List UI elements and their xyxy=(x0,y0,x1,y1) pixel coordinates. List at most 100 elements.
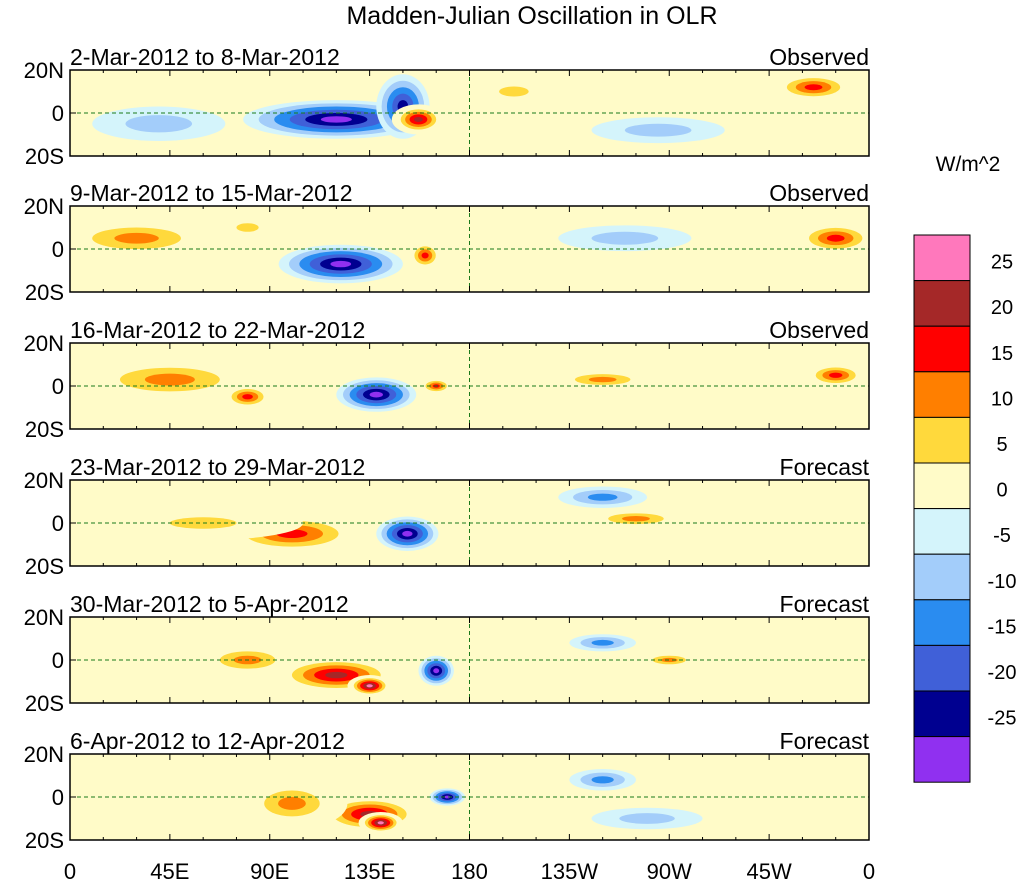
olr-anomaly-contour xyxy=(236,223,259,232)
colorbar-swatch xyxy=(913,644,971,692)
colorbar-swatch xyxy=(913,416,971,464)
colorbar-tick-label: -10 xyxy=(988,571,1017,593)
panel-kind-label: Observed xyxy=(769,44,869,70)
olr-anomaly-contour xyxy=(826,234,845,242)
colorbar-swatch xyxy=(913,280,971,327)
colorbar-swatch xyxy=(913,508,971,555)
x-tick-label: 135E xyxy=(344,859,395,884)
colorbar-tick-label: 5 xyxy=(996,434,1007,456)
panel-kind-label: Observed xyxy=(769,180,869,206)
colorbar-swatch xyxy=(913,690,971,738)
x-tick-label: 45W xyxy=(747,859,792,884)
olr-anomaly-contour xyxy=(278,797,306,810)
olr-anomaly-contour xyxy=(829,372,843,378)
olr-anomaly-contour xyxy=(591,231,659,245)
olr-anomaly-contour xyxy=(444,795,451,799)
olr-anomaly-contour xyxy=(414,116,423,122)
colorbar-tick-label: 20 xyxy=(991,297,1013,319)
colorbar-tick-label: -5 xyxy=(993,525,1011,547)
olr-anomaly-contour xyxy=(114,232,159,244)
y-tick-label: 20S xyxy=(25,828,64,853)
olr-anomaly-contour xyxy=(622,516,650,522)
panel-period-label: 16-Mar-2012 to 22-Mar-2012 xyxy=(70,317,365,343)
y-tick-label: 20N xyxy=(24,605,64,630)
y-tick-label: 20S xyxy=(25,280,64,305)
olr-anomaly-contour xyxy=(588,376,617,383)
panel-6: 20N 0 20S 6-Apr-2012 to 12-Apr-2012 Forecast xyxy=(24,728,870,853)
colorbar-swatch xyxy=(913,736,971,783)
colorbar-units-label: W/m^2 xyxy=(936,153,1001,176)
olr-anomaly-contour xyxy=(320,116,352,123)
olr-anomaly-contour xyxy=(366,684,373,688)
colorbar-swatch xyxy=(913,553,971,601)
y-tick-label: 20S xyxy=(25,554,64,579)
panel-2: 20N 0 20S 9-Mar-2012 to 15-Mar-2012 Observed xyxy=(24,180,870,305)
olr-anomaly-contour xyxy=(377,821,384,825)
panel-period-label: 30-Mar-2012 to 5-Apr-2012 xyxy=(70,591,349,617)
panel-1: 20N 0 20S 2-Mar-2012 to 8-Mar-2012 Observed xyxy=(24,44,870,169)
olr-anomaly-contour xyxy=(242,394,253,400)
panel-kind-label: Forecast xyxy=(780,454,870,480)
colorbar-tick-label: 0 xyxy=(996,480,1007,502)
colorbar-tick-label: -20 xyxy=(988,662,1017,684)
olr-anomaly-contour xyxy=(325,671,348,679)
y-tick-label: 20S xyxy=(25,144,64,169)
y-tick-label: 20N xyxy=(24,468,64,493)
y-tick-label: 20S xyxy=(25,417,64,442)
colorbar-swatch xyxy=(913,599,971,646)
colorbar-swatch xyxy=(913,371,971,418)
olr-anomaly-contour xyxy=(591,776,614,784)
panel-4: 20N 0 20S 23-Mar-2012 to 29-Mar-2012 Forecas… xyxy=(24,454,870,579)
olr-anomaly-contour xyxy=(660,657,678,663)
olr-anomaly-contour xyxy=(624,123,692,137)
colorbar-tick-label: 15 xyxy=(991,343,1013,365)
y-tick-label: 0 xyxy=(52,511,64,536)
panel-3: 20N 0 20S 16-Mar-2012 to 22-Mar-2012 Observe… xyxy=(24,317,870,442)
y-tick-label: 20N xyxy=(24,194,64,219)
colorbar-tick-label: 25 xyxy=(991,252,1013,274)
colorbar-tick-label: -25 xyxy=(988,708,1017,730)
x-tick-label: 0 xyxy=(64,859,76,884)
olr-anomaly-contour xyxy=(330,260,352,268)
olr-anomaly-contour xyxy=(587,493,618,501)
y-tick-label: 20N xyxy=(24,331,64,356)
colorbar-swatch xyxy=(913,325,971,373)
olr-anomaly-contour xyxy=(619,813,675,824)
x-tick-label: 90W xyxy=(647,859,692,884)
x-tick-label: 135W xyxy=(541,859,599,884)
olr-anomaly-contour xyxy=(144,373,195,386)
panel-period-label: 23-Mar-2012 to 29-Mar-2012 xyxy=(70,454,365,480)
y-tick-label: 20N xyxy=(24,58,64,83)
olr-anomaly-contour xyxy=(369,391,383,398)
panel-5: 20N 0 20S 30-Mar-2012 to 5-Apr-2012 Forecast xyxy=(24,591,870,716)
y-tick-label: 0 xyxy=(52,785,64,810)
x-tick-label: 45E xyxy=(150,859,189,884)
x-tick-label: 90E xyxy=(250,859,289,884)
olr-anomaly-contour xyxy=(499,86,529,97)
y-tick-label: 20S xyxy=(25,691,64,716)
olr-anomaly-contour xyxy=(804,84,823,91)
panel-period-label: 9-Mar-2012 to 15-Mar-2012 xyxy=(70,180,353,206)
x-tick-label: 0 xyxy=(863,859,875,884)
panel-kind-label: Forecast xyxy=(780,728,870,754)
colorbar-swatch xyxy=(913,462,971,510)
chart-title: Madden-Julian Oscillation in OLR xyxy=(346,2,717,30)
panel-kind-label: Observed xyxy=(769,317,869,343)
x-axis: 0 45E 90E 135E 180 135W 90W 45W 0 xyxy=(64,859,875,884)
x-tick-label: 180 xyxy=(451,859,488,884)
y-tick-label: 0 xyxy=(52,648,64,673)
olr-anomaly-contour xyxy=(421,252,429,259)
panel-period-label: 2-Mar-2012 to 8-Mar-2012 xyxy=(70,44,340,70)
panel-kind-label: Forecast xyxy=(780,591,870,617)
y-tick-label: 0 xyxy=(52,374,64,399)
colorbar-swatch xyxy=(913,234,971,282)
olr-anomaly-contour xyxy=(125,115,193,133)
colorbar-tick-label: -15 xyxy=(988,616,1017,638)
colorbar: 25 20 15 10 5 0 -5 -10 -15 -20 -25 xyxy=(913,234,1017,783)
panel-period-label: 6-Apr-2012 to 12-Apr-2012 xyxy=(70,728,345,754)
colorbar-tick-label: 10 xyxy=(991,388,1013,410)
olr-anomaly-contour xyxy=(402,530,413,537)
olr-anomaly-contour xyxy=(433,668,440,674)
